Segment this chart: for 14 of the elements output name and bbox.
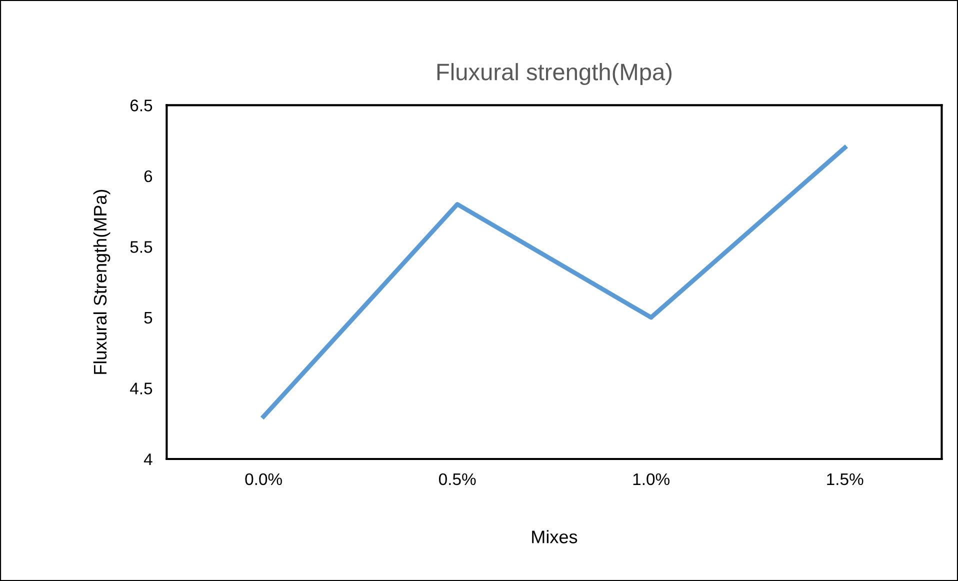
x-tick-label: 1.5%: [827, 473, 864, 486]
y-tick-label: 4.5: [130, 382, 152, 394]
y-tick-label: 4: [144, 454, 152, 466]
y-tick-label: 6: [144, 170, 152, 182]
x-tick-label: 0.5%: [438, 473, 476, 486]
x-tick-label: 0.0%: [245, 473, 282, 486]
line-series: [261, 145, 848, 419]
y-tick-label: 6.5: [130, 100, 152, 112]
chart-title: Fluxural strength(Mpa): [437, 63, 672, 86]
y-axis-title: Fluxural Strength(MPa): [93, 190, 110, 374]
y-tick-label: 5.5: [130, 241, 152, 253]
x-tick-label: 1.0%: [633, 473, 670, 486]
x-axis-title: Mixes: [532, 530, 578, 544]
y-tick-label: 5: [144, 312, 152, 324]
